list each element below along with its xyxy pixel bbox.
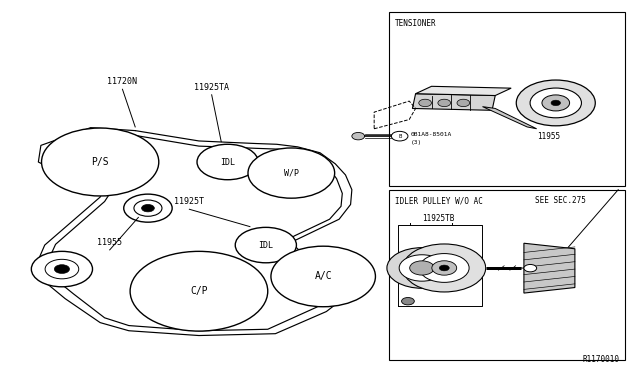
Circle shape [524,264,537,272]
Circle shape [141,205,154,212]
Text: R1170010: R1170010 [582,355,620,364]
Text: SEE SEC.275: SEE SEC.275 [536,196,586,205]
Circle shape [31,251,93,287]
Circle shape [130,251,268,331]
Text: 0B1A8-8501A: 0B1A8-8501A [410,132,452,137]
Circle shape [236,227,296,263]
Circle shape [124,194,172,222]
Circle shape [403,244,486,292]
Text: W/P: W/P [284,169,299,177]
Circle shape [248,148,335,198]
Text: P/S: P/S [92,157,109,167]
Circle shape [439,265,449,271]
Text: 11955: 11955 [97,238,122,247]
Circle shape [419,99,431,107]
Text: TENSIONER: TENSIONER [395,19,437,28]
Circle shape [401,298,414,305]
Circle shape [45,259,79,279]
Polygon shape [415,86,511,96]
Text: C/P: C/P [190,286,208,296]
Circle shape [352,132,365,140]
Circle shape [387,248,457,288]
Circle shape [42,128,159,196]
Text: 11955: 11955 [537,132,560,141]
Circle shape [54,264,70,273]
Circle shape [516,80,595,126]
Polygon shape [412,94,495,110]
Text: IDL: IDL [259,241,273,250]
Text: IDL: IDL [220,157,235,167]
Circle shape [197,144,258,180]
Circle shape [392,131,408,141]
Text: ALT: ALT [54,264,69,273]
Circle shape [432,261,457,275]
Text: IDLER PULLEY W/O AC: IDLER PULLEY W/O AC [395,196,483,205]
Circle shape [399,255,445,281]
Circle shape [551,100,561,106]
Text: A/C: A/C [314,272,332,282]
Text: 11925TA: 11925TA [194,83,229,92]
Polygon shape [389,190,625,359]
Text: (3): (3) [410,140,422,145]
Circle shape [438,99,451,107]
Text: 11720N: 11720N [108,77,138,86]
Text: 11925TB: 11925TB [422,214,454,223]
Circle shape [530,88,582,118]
Circle shape [457,99,470,107]
Text: B: B [398,134,401,139]
Circle shape [419,254,469,282]
Circle shape [271,246,376,307]
Circle shape [542,95,570,111]
Circle shape [134,200,162,216]
Polygon shape [483,107,537,129]
Circle shape [410,261,434,275]
Polygon shape [524,243,575,293]
Text: 11925T: 11925T [174,197,204,206]
Polygon shape [389,13,625,186]
